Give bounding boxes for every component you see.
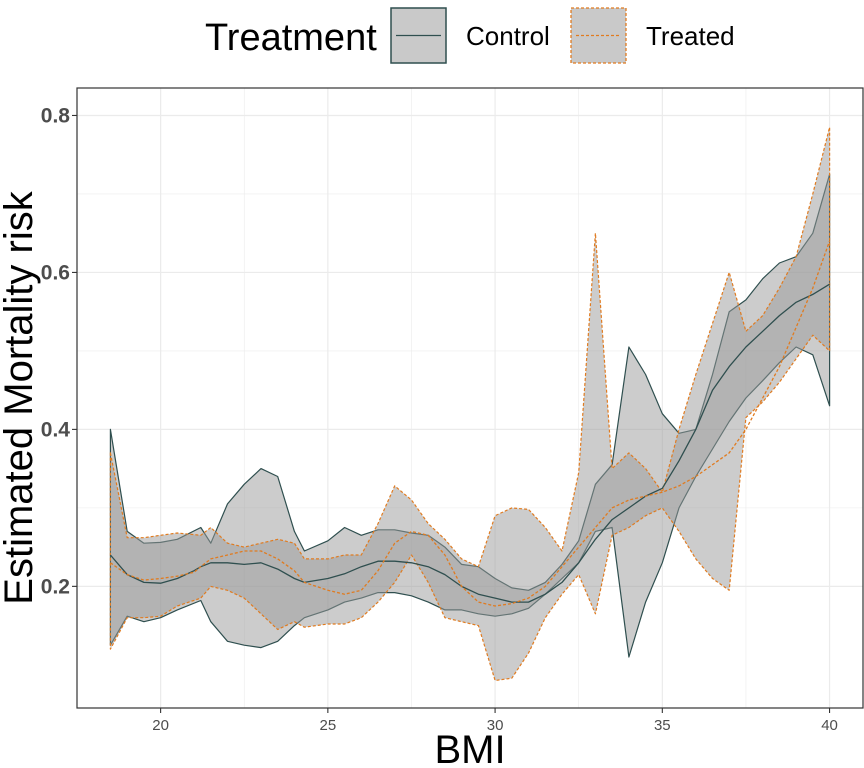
plot-panel	[76, 87, 864, 709]
x-axis-title: BMI	[434, 728, 505, 768]
y-tick-label: 0.6	[41, 261, 70, 284]
y-axis-title: Estimated Mortality risk	[0, 190, 41, 604]
y-axis: 0.2 0.4 0.6 0.8	[41, 104, 77, 598]
x-tick-label: 20	[152, 717, 169, 734]
x-tick-label: 35	[654, 717, 671, 734]
legend: Treatment Control Treated	[205, 7, 735, 64]
legend-title: Treatment	[205, 17, 377, 59]
x-tick-label: 40	[821, 717, 838, 734]
lines	[109, 240, 831, 607]
ribbon-treated	[109, 126, 831, 682]
y-tick-label: 0.4	[41, 418, 71, 441]
x-tick-label: 30	[487, 717, 504, 734]
y-tick-label: 0.2	[41, 575, 70, 598]
line-treated	[110, 240, 831, 607]
panel-border	[76, 87, 864, 709]
legend-label-treated: Treated	[646, 21, 735, 51]
x-tick-label: 25	[320, 717, 337, 734]
y-tick-label: 0.8	[41, 104, 71, 127]
ribbons	[109, 126, 831, 682]
legend-label-control: Control	[466, 21, 550, 51]
x-axis: 20 25 30 35 40	[152, 708, 838, 734]
